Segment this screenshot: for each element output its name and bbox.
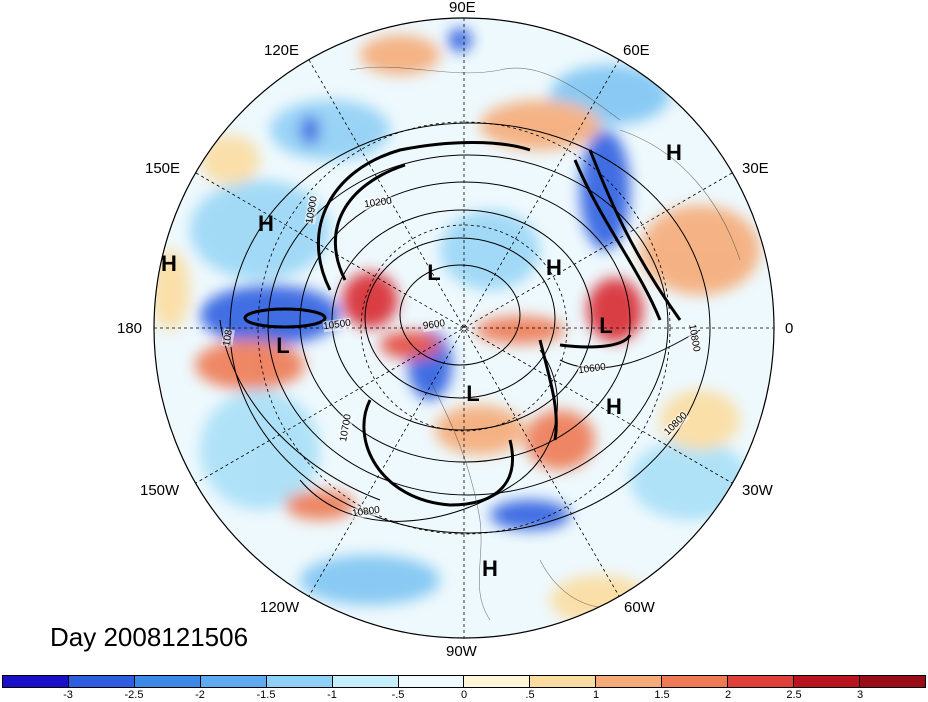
lon-label-120w: 120W [260, 599, 300, 616]
color-legend-tick-label: 2 [724, 689, 732, 701]
map-boundary [153, 17, 775, 639]
lon-label-30w: 30W [742, 482, 773, 499]
graticule [154, 18, 774, 638]
color-legend-swatch [859, 676, 925, 687]
low-pressure-marker: L [599, 313, 613, 338]
lon-label-90w: 90W [446, 643, 477, 660]
color-legend-swatch [3, 676, 69, 687]
lon-label-60w: 60W [624, 599, 655, 616]
color-legend-swatch [794, 676, 860, 687]
color-legend-tick-label: 2.5 [786, 689, 802, 701]
high-pressure-marker: H [258, 211, 274, 236]
high-pressure-marker: H [161, 251, 177, 276]
low-pressure-marker: L [276, 333, 290, 358]
color-legend-swatch [68, 676, 135, 687]
color-legend-swatch [596, 676, 663, 687]
color-legend-swatch [398, 676, 465, 687]
color-legend-swatch [530, 676, 597, 687]
color-legend-tick-label: -1 [327, 689, 337, 701]
color-legend-swatch [200, 676, 267, 687]
color-legend-tick-label: 3 [856, 689, 864, 701]
high-pressure-marker: H [666, 140, 682, 165]
low-pressure-marker: L [427, 260, 441, 285]
color-legend-tick-label: -1.5 [256, 689, 276, 701]
high-pressure-marker: H [546, 255, 562, 280]
anomaly-field [154, 18, 774, 638]
color-legend-tick-label: 1 [592, 689, 600, 701]
color-legend-swatch [464, 676, 531, 687]
color-legend-tick-label: -2.5 [124, 689, 144, 701]
color-legend-tick-label: -3 [63, 689, 73, 701]
color-legend-swatch [662, 676, 729, 687]
lon-label-90e: 90E [449, 0, 476, 16]
color-legend-tick-label: -2 [195, 689, 205, 701]
date-label: Day 2008121506 [50, 622, 249, 652]
color-legend-swatch [266, 676, 333, 687]
color-legend-tick-label: -.5 [391, 689, 405, 701]
lon-label-120e: 120E [264, 42, 300, 59]
lon-label-150w: 150W [140, 482, 180, 499]
color-legend-swatch [728, 676, 795, 687]
color-legend-tick-label: 0 [460, 689, 468, 701]
color-legend-tick-label: .5 [525, 689, 535, 701]
color-legend-bar [2, 675, 926, 688]
color-legend-tick-label: 1.5 [654, 689, 670, 701]
low-pressure-marker: L [466, 381, 480, 406]
lon-label-150e: 150E [145, 160, 181, 177]
lon-label-30e: 30E [742, 160, 769, 177]
color-legend-swatch [134, 676, 201, 687]
lon-label-0: 0 [785, 320, 794, 337]
high-pressure-marker: H [606, 394, 622, 419]
high-pressure-marker: H [482, 556, 498, 581]
lon-label-180: 180 [117, 320, 143, 337]
color-legend-swatch [332, 676, 399, 687]
jet-contours [243, 141, 682, 507]
lon-label-60e: 60E [623, 42, 650, 59]
